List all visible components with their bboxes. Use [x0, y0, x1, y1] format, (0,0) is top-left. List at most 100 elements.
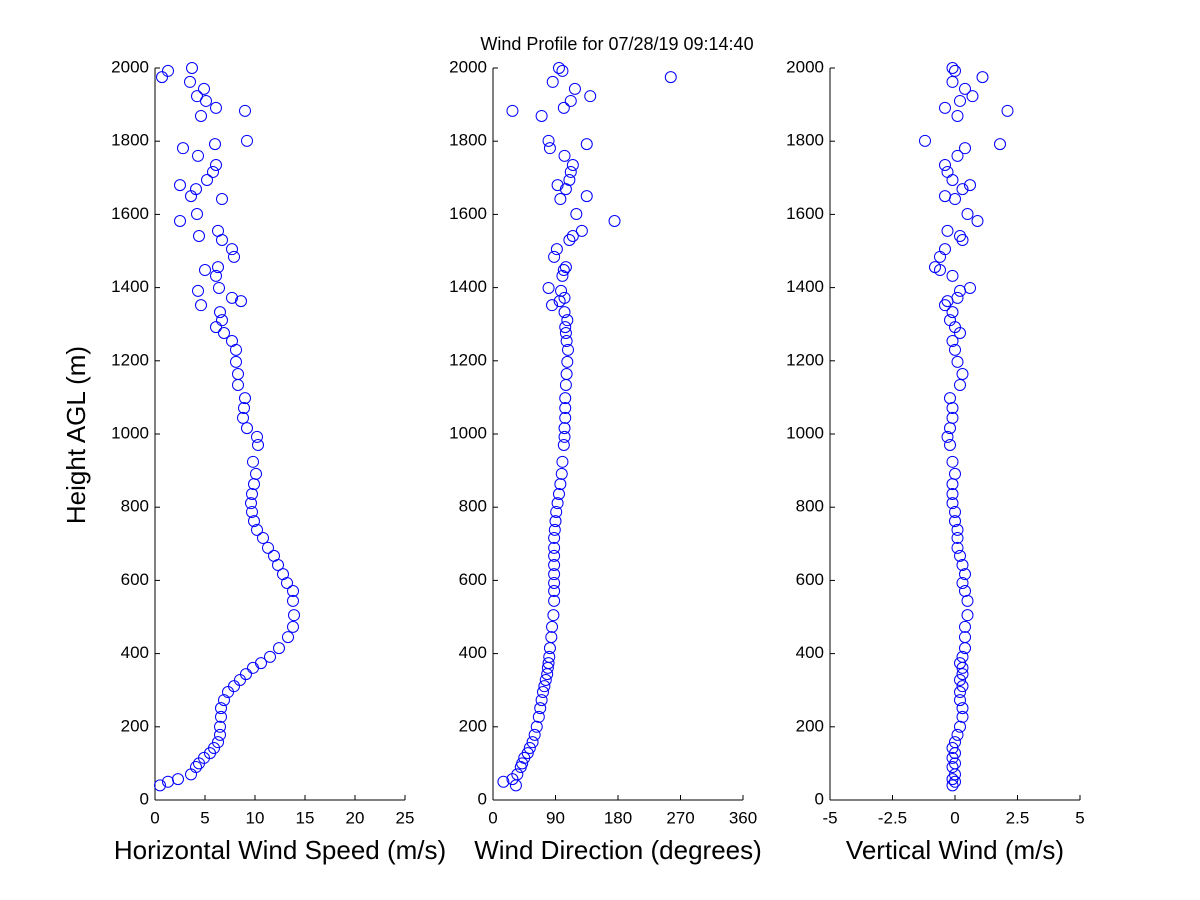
- point: [215, 710, 227, 723]
- point: [946, 488, 959, 501]
- point: [241, 134, 253, 147]
- y-tick-label: 1800: [111, 131, 149, 150]
- point: [956, 367, 969, 380]
- point: [946, 62, 959, 74]
- point: [584, 90, 597, 103]
- y-tick-label: 200: [796, 716, 824, 735]
- point: [542, 281, 555, 294]
- point: [664, 71, 677, 84]
- point: [546, 75, 559, 88]
- point: [257, 531, 269, 544]
- x-tick-label: 25: [396, 808, 415, 827]
- point: [549, 515, 562, 528]
- x-tick-label: 0: [950, 808, 959, 827]
- point: [956, 576, 969, 589]
- point: [941, 430, 954, 443]
- point: [251, 430, 263, 443]
- point: [548, 250, 561, 263]
- point: [954, 94, 966, 107]
- point: [556, 455, 569, 468]
- point: [563, 173, 576, 186]
- point: [564, 94, 577, 107]
- y-tick-label: 1600: [111, 204, 149, 223]
- point: [946, 335, 959, 348]
- point: [956, 183, 969, 196]
- point: [951, 291, 964, 304]
- point: [226, 335, 238, 348]
- point: [961, 208, 974, 221]
- point: [154, 779, 166, 792]
- point: [964, 179, 976, 192]
- point: [954, 694, 966, 707]
- point: [557, 101, 570, 114]
- point: [246, 488, 258, 501]
- point: [568, 82, 581, 95]
- point: [966, 90, 979, 103]
- point: [959, 568, 971, 581]
- point: [949, 467, 961, 480]
- point: [575, 224, 588, 237]
- point: [198, 751, 210, 764]
- point: [548, 576, 561, 589]
- point: [190, 183, 202, 196]
- point: [561, 355, 574, 368]
- y-tick-label: 800: [121, 497, 149, 516]
- point: [556, 269, 569, 282]
- y-tick-label: 200: [459, 716, 487, 735]
- point: [946, 761, 959, 774]
- x-axis-label: Vertical Wind (m/s): [846, 835, 1064, 865]
- point: [193, 229, 205, 242]
- point: [580, 138, 593, 151]
- y-tick-label: 0: [140, 789, 149, 808]
- point: [608, 214, 621, 227]
- point: [543, 142, 556, 155]
- point: [218, 326, 230, 339]
- point: [564, 165, 577, 178]
- point: [959, 82, 971, 95]
- point: [949, 343, 961, 356]
- point: [539, 673, 552, 686]
- point: [951, 355, 964, 368]
- point: [560, 367, 573, 380]
- point: [198, 82, 210, 95]
- point: [212, 261, 224, 274]
- point: [559, 392, 572, 405]
- point: [535, 694, 548, 707]
- y-tick-label: 1400: [449, 277, 487, 296]
- point: [944, 392, 956, 405]
- y-tick-label: 1800: [449, 131, 487, 150]
- point: [946, 269, 959, 282]
- point: [949, 757, 961, 770]
- y-tick-label: 1400: [111, 277, 149, 296]
- point: [559, 321, 572, 334]
- point: [277, 568, 289, 581]
- point: [554, 193, 567, 206]
- point: [210, 269, 222, 282]
- point: [226, 291, 238, 304]
- y-tick-label: 400: [121, 643, 149, 662]
- point: [951, 109, 964, 122]
- point: [552, 62, 565, 74]
- point: [245, 497, 257, 510]
- point: [216, 193, 228, 206]
- point: [543, 650, 556, 663]
- point: [548, 523, 561, 536]
- x-tick-label: -5: [822, 808, 837, 827]
- point: [506, 104, 519, 117]
- point: [288, 609, 300, 622]
- point: [542, 134, 555, 147]
- y-tick-label: 800: [796, 497, 824, 516]
- y-tick-label: 1200: [786, 350, 824, 369]
- point: [282, 631, 294, 644]
- point: [238, 402, 250, 415]
- point: [951, 728, 964, 741]
- point: [1001, 104, 1014, 117]
- point: [551, 179, 564, 192]
- point: [172, 773, 184, 786]
- point: [951, 149, 964, 162]
- point: [246, 505, 258, 518]
- point: [287, 585, 299, 598]
